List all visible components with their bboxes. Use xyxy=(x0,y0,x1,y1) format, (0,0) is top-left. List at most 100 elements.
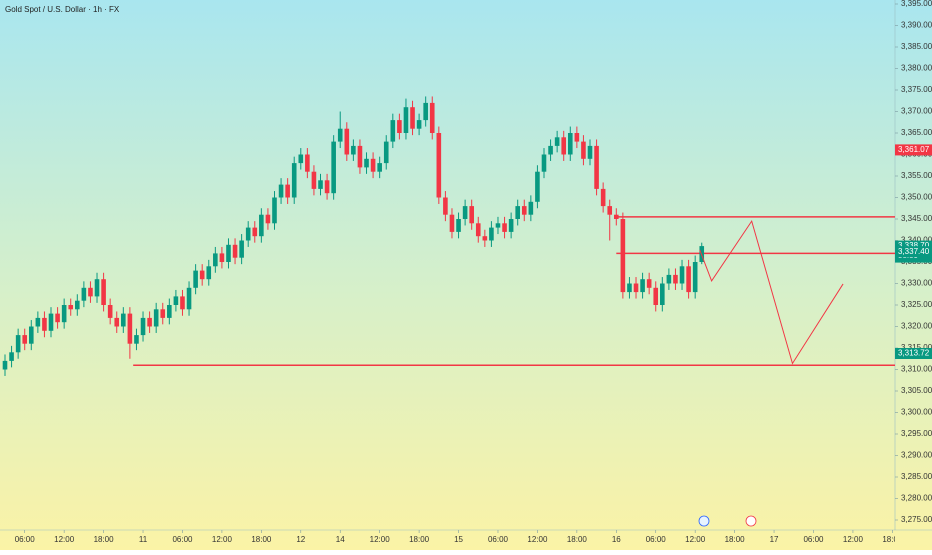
candle-body xyxy=(462,206,468,219)
candle-body xyxy=(226,244,231,262)
plot-area: 06:00 12:00 18:00 11 06:00 12:00 18:00 12 14 12:0… xyxy=(2,96,895,544)
candle-body xyxy=(272,197,277,224)
candle-body xyxy=(2,360,8,370)
candle-body xyxy=(324,180,330,194)
candle-body xyxy=(587,145,593,159)
x-tick-label: 11 xyxy=(139,535,148,544)
x-tick-label: 15 xyxy=(454,535,463,544)
candle-body xyxy=(213,253,218,267)
candle-body xyxy=(298,154,304,164)
candle-body xyxy=(55,313,60,323)
y-tick-label: 3,275.00 xyxy=(901,515,932,524)
candle-body xyxy=(600,188,606,207)
candle-body xyxy=(180,296,185,310)
candle-body xyxy=(206,266,212,280)
candle-body xyxy=(429,102,435,133)
candle-body xyxy=(35,317,41,327)
candle-body xyxy=(679,266,685,284)
y-tick-label: 3,290.00 xyxy=(901,451,932,460)
candle-body xyxy=(245,227,251,241)
candle-body xyxy=(640,279,645,293)
candle-body xyxy=(613,214,619,219)
candle-body xyxy=(61,305,67,323)
candle-body xyxy=(337,128,343,142)
candle-body xyxy=(101,279,106,305)
y-tick-label: 3,345.00 xyxy=(901,214,932,223)
x-tick-label: 18:00 xyxy=(251,535,272,544)
candle-body xyxy=(81,287,87,301)
y-tick-label: 3,320.00 xyxy=(901,322,932,331)
candle-body xyxy=(594,145,599,189)
candle-body xyxy=(581,141,586,159)
candle-body xyxy=(107,305,113,318)
event-icon[interactable] xyxy=(698,515,710,527)
candle-body xyxy=(22,335,28,344)
y-tick-label: 3,395.00 xyxy=(901,0,932,8)
candle-body xyxy=(397,120,402,133)
candle-body xyxy=(94,279,100,297)
candle-body xyxy=(633,283,639,293)
candle-body xyxy=(351,145,356,155)
x-tick-label: 12:00 xyxy=(527,535,548,544)
x-tick-label: 18:00 xyxy=(94,535,115,544)
candle-body xyxy=(535,171,540,202)
candle-body xyxy=(489,227,494,241)
y-tick-label: 3,390.00 xyxy=(901,21,932,30)
y-tick-label: 3,350.00 xyxy=(901,193,932,202)
x-tick-label: 12:00 xyxy=(685,535,706,544)
y-tick-label: 3,330.00 xyxy=(901,279,932,288)
candle-body xyxy=(344,128,350,155)
candle-body xyxy=(692,262,698,293)
candle-body xyxy=(48,313,54,331)
candle-body xyxy=(278,184,284,198)
y-tick-label: 3,300.00 xyxy=(901,408,932,417)
y-tick-label: 3,280.00 xyxy=(901,494,932,503)
candle-body xyxy=(660,283,665,305)
y-tick-label: 3,355.00 xyxy=(901,171,932,180)
candle-body xyxy=(515,206,521,219)
x-tick-label: 14 xyxy=(336,535,345,544)
projection-path xyxy=(699,219,844,365)
x-tick-label: 12:00 xyxy=(54,535,75,544)
candle-body xyxy=(554,137,560,146)
candle-body xyxy=(311,171,317,189)
chart-title: Gold Spot / U.S. Dollar · 1h · FX xyxy=(5,5,120,14)
candle-body xyxy=(114,317,120,327)
candle-body xyxy=(403,107,409,133)
candle-body xyxy=(15,335,21,353)
candle-body xyxy=(377,163,382,172)
candle-body xyxy=(620,219,626,293)
candle-body xyxy=(541,154,547,172)
candle-body xyxy=(528,201,534,215)
candle-body xyxy=(502,223,507,232)
event-icon[interactable] xyxy=(745,515,757,527)
x-tick-label: 06:00 xyxy=(172,535,193,544)
candle-body xyxy=(508,219,514,232)
candle-body xyxy=(121,313,126,327)
y-tick-label: 3,375.00 xyxy=(901,85,932,94)
price-label: 3,313.72 xyxy=(898,349,930,358)
candle-body xyxy=(370,158,376,172)
candle-body xyxy=(232,244,238,258)
candle-body xyxy=(449,214,455,232)
candle-body xyxy=(252,227,258,237)
candle-body xyxy=(140,317,146,336)
price-label-box xyxy=(895,246,932,258)
y-tick-label: 3,365.00 xyxy=(901,128,932,137)
candle-body xyxy=(239,240,244,258)
candle-body xyxy=(436,133,442,198)
candle-body xyxy=(291,163,297,198)
y-tick-label: 3,310.00 xyxy=(901,365,932,374)
y-tick-label: 3,325.00 xyxy=(901,300,932,309)
candle-body xyxy=(68,305,74,310)
candle-body xyxy=(199,270,205,280)
x-tick-label: 12:00 xyxy=(843,535,864,544)
x-tick-label: 12 xyxy=(296,535,305,544)
candle-body xyxy=(607,206,613,215)
candle-body xyxy=(364,158,369,168)
price-label-box xyxy=(895,144,932,156)
x-tick-label: 16 xyxy=(612,535,621,544)
candle-body xyxy=(410,107,415,129)
